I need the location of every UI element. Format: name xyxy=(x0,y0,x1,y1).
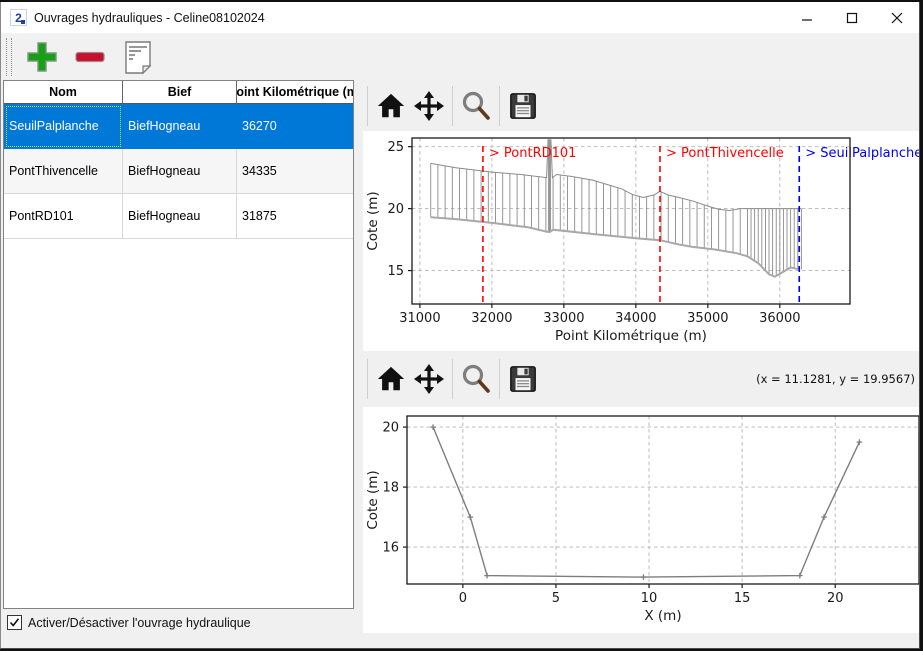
svg-text:0: 0 xyxy=(459,591,467,606)
activate-structure-checkbox[interactable] xyxy=(7,615,22,630)
minus-icon xyxy=(75,51,105,62)
save-button[interactable] xyxy=(504,358,542,400)
app-icon: 2 xyxy=(10,9,27,26)
svg-text:36000: 36000 xyxy=(759,311,800,326)
minimize-icon xyxy=(801,18,812,21)
structures-table: Nom Bief Point Kilométrique (m) SeuilPal… xyxy=(3,80,354,609)
activate-structure-label[interactable]: Activer/Désactiver l'ouvrage hydraulique xyxy=(28,615,251,630)
pan-button[interactable] xyxy=(410,85,448,127)
svg-text:Point Kilométrique (m): Point Kilométrique (m) xyxy=(555,328,707,344)
svg-text:> SeuilPalplanche: > SeuilPalplanche xyxy=(805,146,919,161)
svg-text:31000: 31000 xyxy=(399,311,440,326)
table-header-row: Nom Bief Point Kilométrique (m) xyxy=(4,81,353,104)
maximize-button[interactable] xyxy=(829,2,874,33)
zoom-icon xyxy=(462,364,490,393)
svg-text:18: 18 xyxy=(382,481,399,496)
svg-text:10: 10 xyxy=(641,591,658,606)
cross-section-chart[interactable]: 0 5 10 15 20 16 18 20 X (m) Cote (m) xyxy=(363,407,919,633)
cell-nom[interactable]: SeuilPalplanche xyxy=(4,104,123,149)
column-header-bief[interactable]: Bief xyxy=(123,81,237,104)
svg-text:20: 20 xyxy=(382,421,399,436)
profile-plot-toolbar xyxy=(363,80,919,131)
activate-structure-row: Activer/Désactiver l'ouvrage hydraulique xyxy=(7,615,251,630)
table-row-seuilpalplanche[interactable]: SeuilPalplanche BiefHogneau 36270 xyxy=(4,104,353,149)
svg-text:Cote (m): Cote (m) xyxy=(365,470,381,529)
cell-pk[interactable]: 31875 xyxy=(237,194,353,239)
toolbar-separator xyxy=(499,85,500,126)
toolbar-separator xyxy=(452,359,453,399)
zoom-button[interactable] xyxy=(457,85,495,127)
svg-text:Cote (m): Cote (m) xyxy=(365,191,381,250)
window-controls xyxy=(784,2,919,33)
profile-chart[interactable]: > PontRD101 > PontThivencelle > SeuilPalpl… xyxy=(363,131,919,351)
toolbar-separator xyxy=(452,85,453,126)
svg-text:5: 5 xyxy=(552,591,560,606)
svg-text:20: 20 xyxy=(827,591,844,606)
zoom-icon xyxy=(462,91,490,120)
home-icon xyxy=(377,93,405,117)
column-header-pk[interactable]: Point Kilométrique (m) xyxy=(237,81,353,104)
svg-text:> PontThivencelle: > PontThivencelle xyxy=(666,146,784,161)
svg-text:15: 15 xyxy=(387,264,404,279)
home-button[interactable] xyxy=(372,358,410,400)
svg-text:32000: 32000 xyxy=(471,311,512,326)
cell-bief[interactable]: BiefHogneau xyxy=(123,104,237,149)
main-toolbar xyxy=(1,33,919,80)
structures-panel: Nom Bief Point Kilométrique (m) SeuilPal… xyxy=(1,80,354,649)
column-header-nom[interactable]: Nom xyxy=(4,81,123,104)
zoom-button[interactable] xyxy=(457,358,495,400)
toolbar-separator xyxy=(499,359,500,399)
pan-icon xyxy=(414,90,444,121)
save-button[interactable] xyxy=(504,85,542,127)
notes-button[interactable] xyxy=(120,38,156,76)
svg-text:34000: 34000 xyxy=(615,311,656,326)
cell-pk[interactable]: 34335 xyxy=(237,149,353,194)
svg-text:20: 20 xyxy=(387,202,404,217)
home-icon xyxy=(377,366,405,391)
toolbar-separator xyxy=(367,359,368,399)
checkmark-icon xyxy=(9,618,20,627)
cell-nom[interactable]: PontThivencelle xyxy=(4,149,123,194)
svg-text:X (m): X (m) xyxy=(644,608,681,624)
save-icon xyxy=(510,92,536,119)
document-icon xyxy=(125,40,152,74)
titlebar[interactable]: 2 Ouvrages hydrauliques - Celine08102024 xyxy=(1,2,919,33)
add-structure-button[interactable] xyxy=(24,38,60,76)
svg-text:> PontRD101: > PontRD101 xyxy=(489,146,577,161)
svg-text:25: 25 xyxy=(387,140,404,155)
toolbar-separator xyxy=(367,85,368,126)
remove-structure-button[interactable] xyxy=(72,38,108,76)
cell-pk[interactable]: 36270 xyxy=(237,104,353,149)
save-icon xyxy=(510,366,536,392)
close-button[interactable] xyxy=(874,2,919,33)
maximize-icon xyxy=(846,12,857,23)
plus-icon xyxy=(27,41,57,72)
home-button[interactable] xyxy=(372,85,410,127)
cell-bief[interactable]: BiefHogneau xyxy=(123,194,237,239)
toolbar-grip[interactable] xyxy=(6,37,12,76)
cell-bief[interactable]: BiefHogneau xyxy=(123,149,237,194)
content-area: Nom Bief Point Kilométrique (m) SeuilPal… xyxy=(1,80,919,649)
window-title: Ouvrages hydrauliques - Celine08102024 xyxy=(34,10,265,25)
cursor-coordinates: (x = 11.1281, y = 19.9567) xyxy=(756,372,915,386)
section-plot-toolbar: (x = 11.1281, y = 19.9567) xyxy=(363,351,919,407)
svg-text:15: 15 xyxy=(734,591,751,606)
plots-panel: > PontRD101 > PontThivencelle > SeuilPalpl… xyxy=(363,80,919,649)
svg-text:33000: 33000 xyxy=(543,311,584,326)
close-icon xyxy=(891,12,902,23)
minimize-button[interactable] xyxy=(784,2,829,33)
pan-icon xyxy=(414,364,444,394)
pan-button[interactable] xyxy=(410,358,448,400)
cell-nom[interactable]: PontRD101 xyxy=(4,194,123,239)
svg-text:16: 16 xyxy=(382,541,399,556)
svg-text:35000: 35000 xyxy=(687,311,728,326)
table-row-pontrd101[interactable]: PontRD101 BiefHogneau 31875 xyxy=(4,194,353,239)
table-row-pontthivencelle[interactable]: PontThivencelle BiefHogneau 34335 xyxy=(4,149,353,194)
